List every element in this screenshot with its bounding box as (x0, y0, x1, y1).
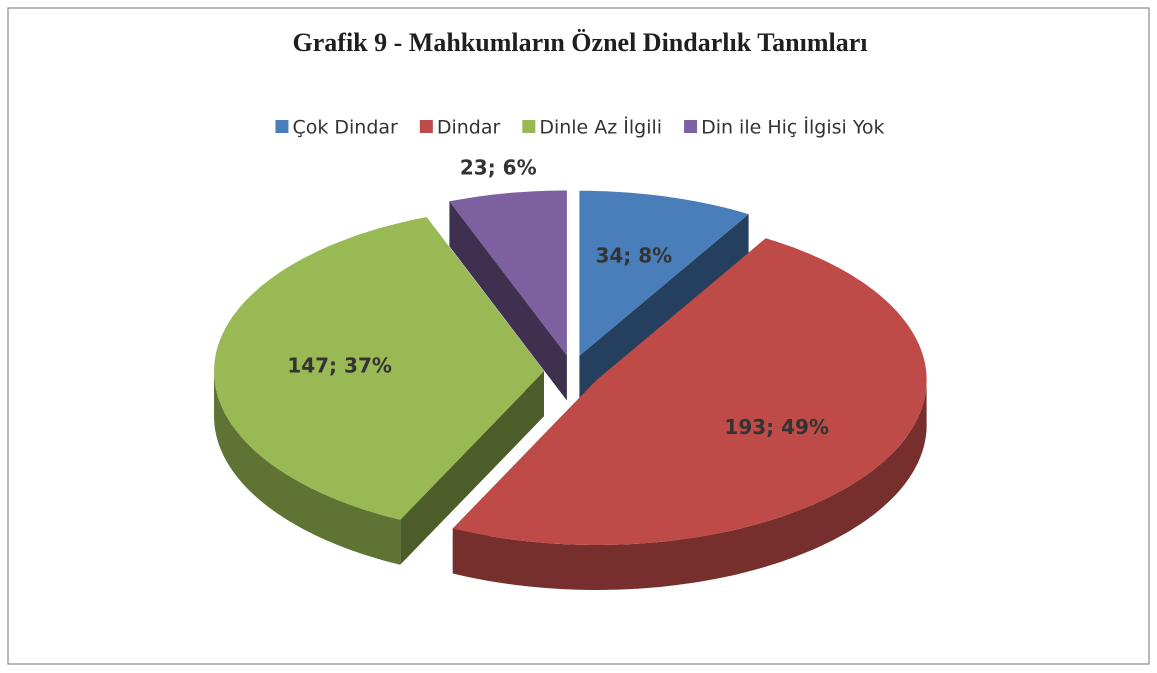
legend-swatch (522, 120, 536, 133)
legend-label: Din ile Hiç İlgisi Yok (701, 116, 884, 139)
chart-title: Grafik 9 - Mahkumların Öznel Dindarlık T… (293, 28, 868, 57)
data-label: 193; 49% (724, 415, 829, 439)
legend-swatch (684, 120, 698, 133)
slice-wall (400, 371, 544, 565)
legend: Çok Dindar Dindar Dinle Az İlgili Din ile H… (275, 116, 885, 139)
slice-side (214, 371, 401, 565)
legend-label: Dindar (437, 117, 501, 139)
slice-side (452, 380, 927, 590)
data-label: 147; 37% (287, 353, 392, 377)
slice (214, 217, 544, 520)
slice (579, 190, 749, 356)
legend-label: Çok Dindar (292, 117, 398, 139)
legend-swatch (275, 120, 289, 133)
data-label: 34; 8% (595, 244, 672, 268)
legend-swatch (419, 120, 433, 133)
legend-label: Dinle Az İlgili (539, 116, 662, 139)
slice-wall (449, 201, 567, 401)
slice-wall (579, 214, 749, 401)
data-label: 23; 6% (460, 155, 537, 179)
slice (449, 190, 567, 356)
slice (452, 238, 927, 546)
